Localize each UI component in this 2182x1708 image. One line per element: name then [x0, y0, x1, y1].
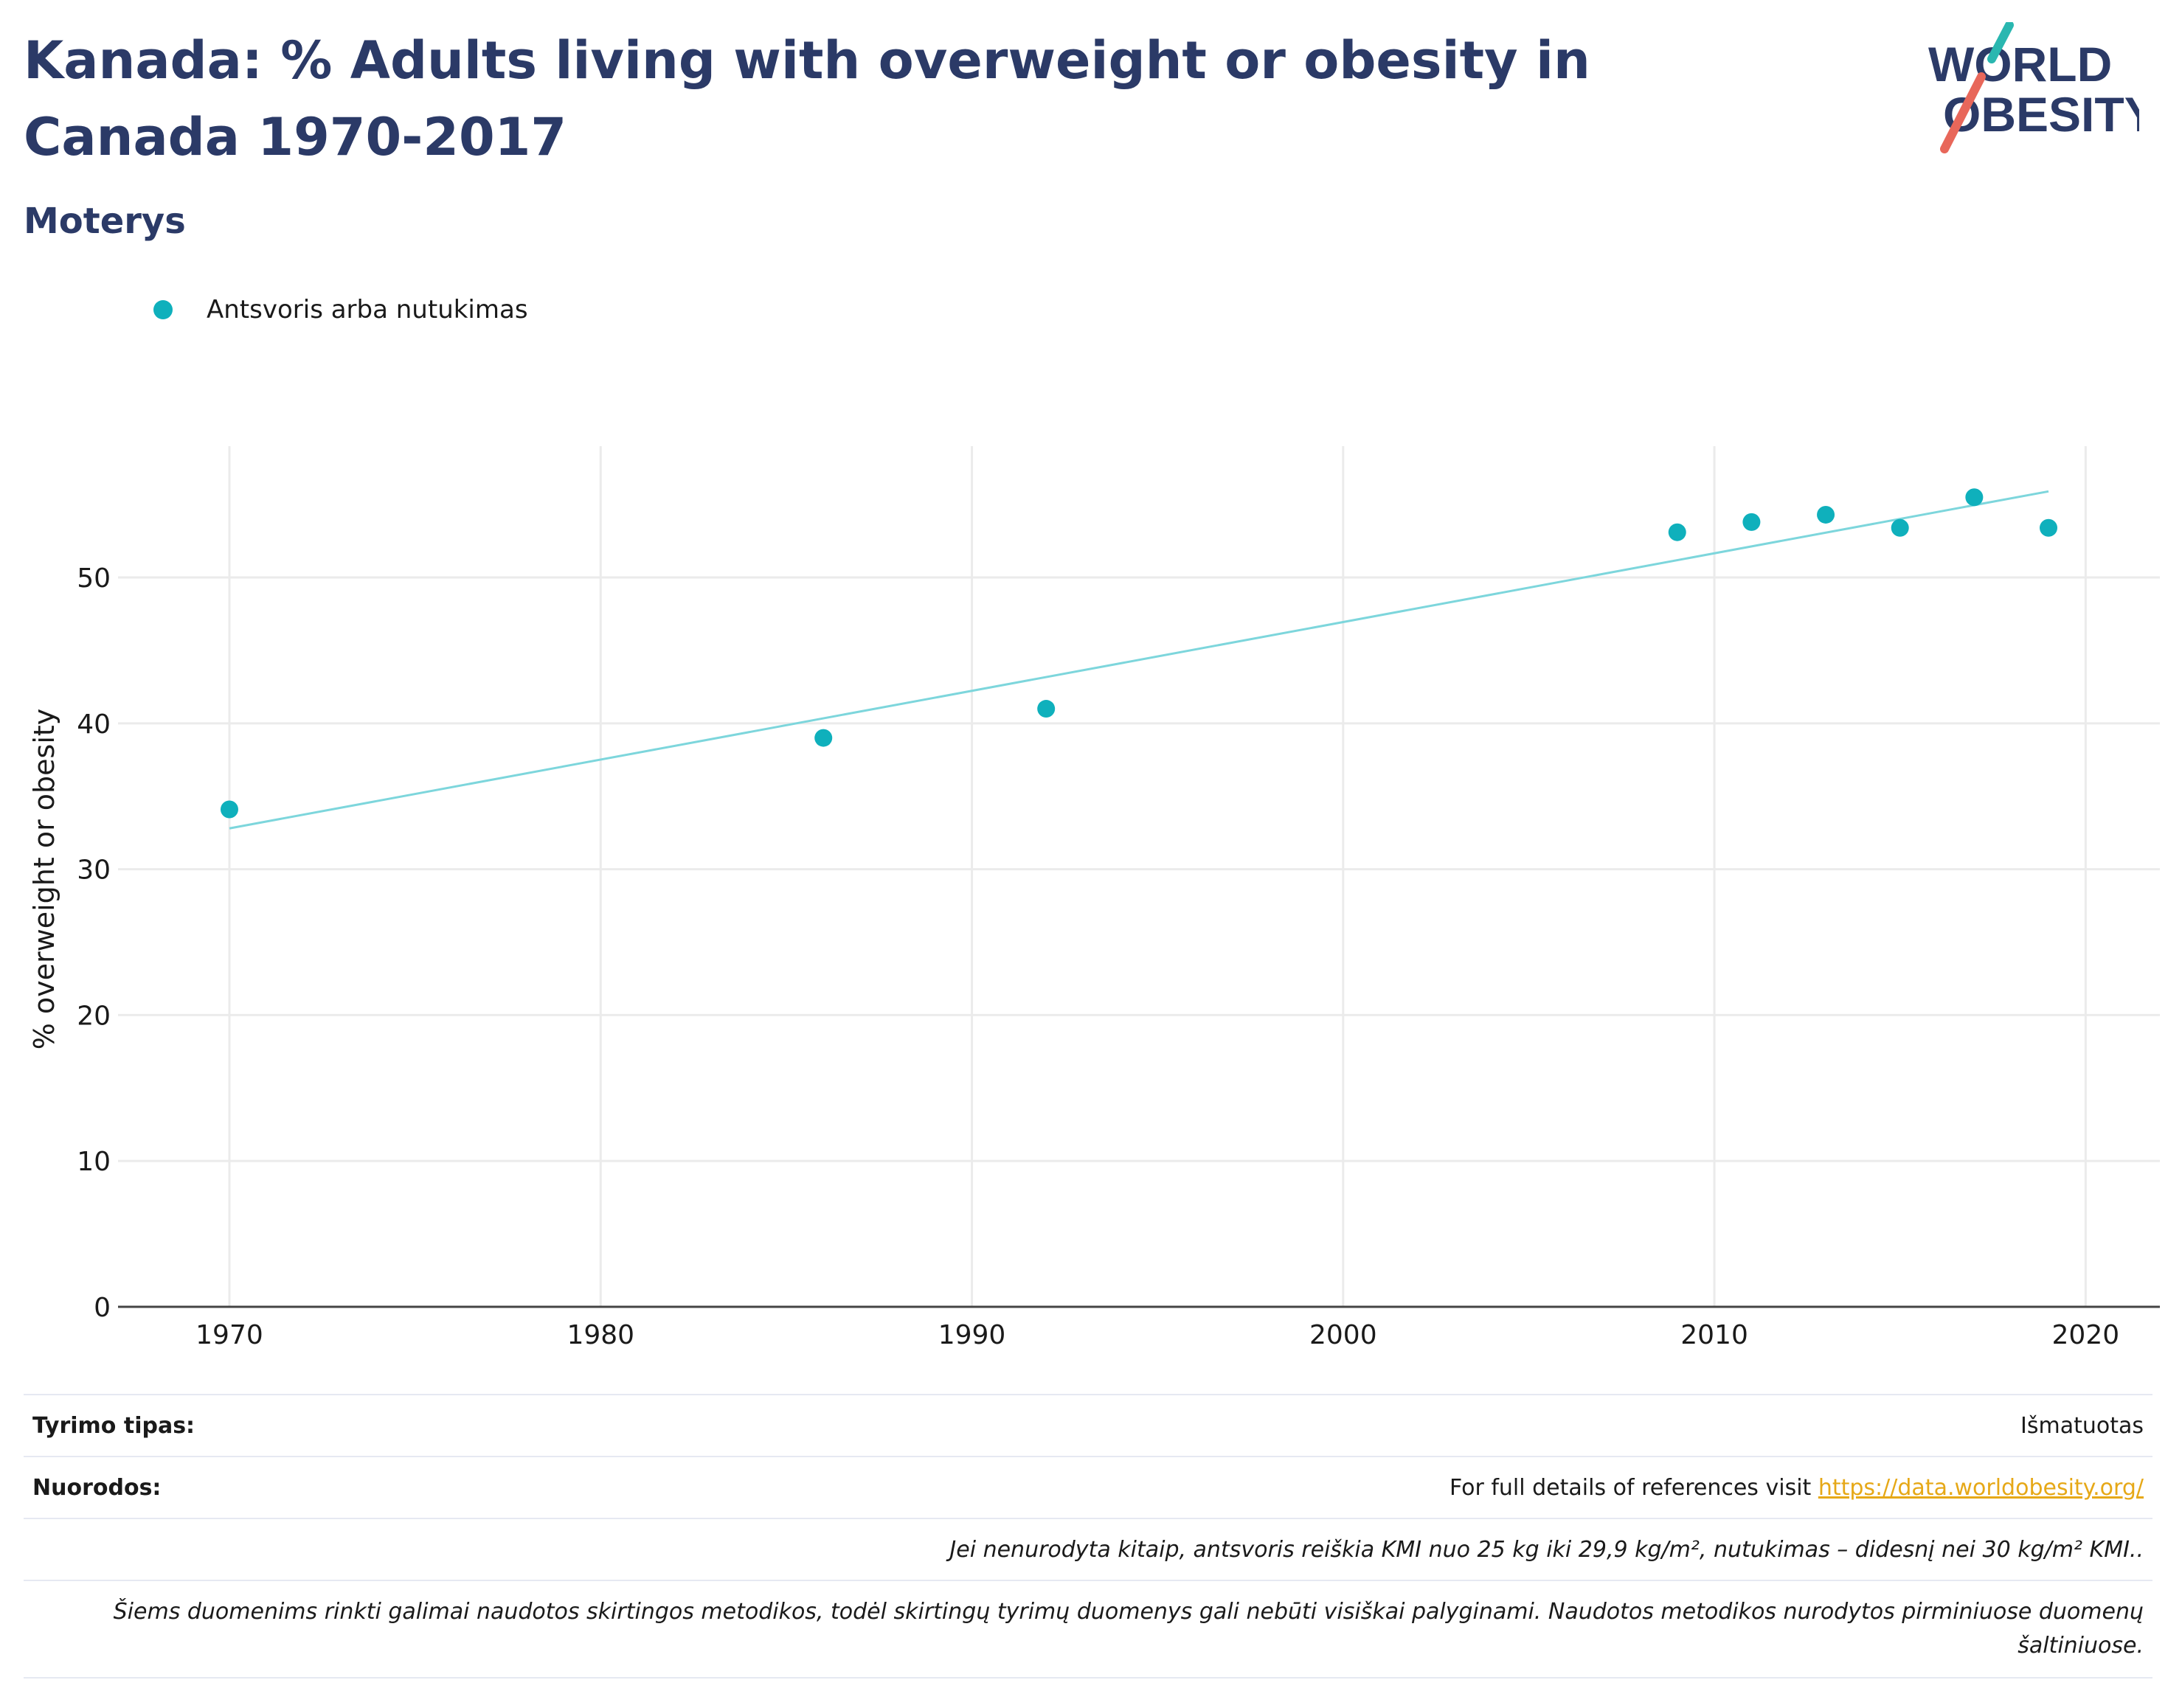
y-axis-label: % overweight or obesity	[28, 708, 60, 1050]
x-tick-label: 2010	[1680, 1320, 1748, 1350]
y-tick-label: 50	[77, 563, 111, 594]
legend: Antsvoris arba nutukimas	[153, 295, 528, 324]
data-point	[1742, 513, 1761, 531]
data-point	[1965, 488, 1984, 507]
x-tick-label: 1990	[938, 1320, 1006, 1350]
chart-subtitle: Moterys	[24, 201, 186, 242]
footer-table: Tyrimo tipas: Išmatuotas Nuorodos: For f…	[24, 1394, 2152, 1679]
data-point	[1668, 523, 1686, 541]
data-point	[2040, 518, 2058, 537]
scatter-chart: 1970 1980 1990 2000 2010 2020 0 10 20 30 40 50	[77, 446, 2160, 1350]
y-tick-label: 30	[77, 855, 111, 886]
footer-row-references: Nuorodos: For full details of references…	[24, 1456, 2152, 1518]
footer-note-1: Jei nenurodyta kitaip, antsvoris reiškia…	[949, 1536, 2144, 1563]
y-tick-label: 0	[94, 1293, 111, 1323]
data-point	[220, 800, 238, 819]
trend-line	[229, 490, 2049, 830]
logo-slash-red	[1940, 72, 1986, 153]
x-tick-label: 2000	[1309, 1320, 1377, 1350]
footer-row-survey-type: Tyrimo tipas: Išmatuotas	[24, 1394, 2152, 1456]
data-point	[814, 729, 833, 747]
legend-marker	[153, 300, 173, 319]
y-tick-label: 20	[77, 1001, 111, 1031]
references-text: For full details of references visit	[1449, 1474, 1818, 1501]
logo-slash-teal	[1987, 22, 2014, 63]
footer-note-2: Šiems duomenims rinkti galimai naudotos …	[113, 1599, 2144, 1659]
footer-row-note-2: Šiems duomenims rinkti galimai naudotos …	[24, 1580, 2152, 1679]
references-link[interactable]: https://data.worldobesity.org/	[1818, 1474, 2144, 1501]
footer-row-note-1: Jei nenurodyta kitaip, antsvoris reiškia…	[24, 1518, 2152, 1580]
data-point	[1037, 700, 1056, 718]
y-tick-label: 10	[77, 1147, 111, 1177]
references-label: Nuorodos:	[32, 1474, 162, 1501]
x-tick-label: 1970	[195, 1320, 263, 1350]
chart-title: Kanada: % Adults living with overweight …	[24, 30, 1590, 167]
logo-text-world: WORLD	[1928, 37, 2112, 91]
data-point	[1817, 505, 1835, 524]
data-point	[1891, 518, 1909, 537]
survey-type-value: Išmatuotas	[2020, 1412, 2144, 1439]
legend-label: Antsvoris arba nutukimas	[207, 295, 528, 324]
world-obesity-logo: WORLD OBESITY	[1928, 22, 2139, 153]
x-tick-label: 2020	[2052, 1320, 2120, 1350]
references-value: For full details of references visit htt…	[1450, 1475, 2144, 1501]
survey-type-label: Tyrimo tipas:	[32, 1412, 195, 1439]
y-tick-label: 40	[77, 709, 111, 740]
x-tick-label: 1980	[567, 1320, 634, 1350]
